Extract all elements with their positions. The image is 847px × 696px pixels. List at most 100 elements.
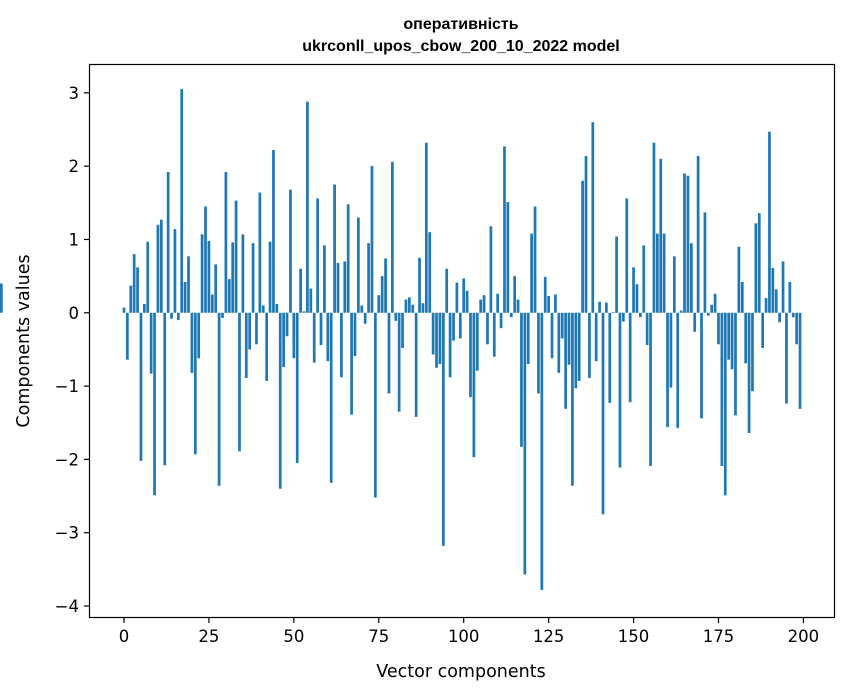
bar-42 [265, 312, 269, 381]
bar-138 [591, 122, 595, 313]
bar-145 [615, 236, 618, 313]
bar-134 [577, 312, 581, 381]
bar-4 [136, 267, 139, 313]
bar-177 [723, 312, 727, 496]
bar-122 [537, 312, 540, 394]
bar-127 [554, 294, 557, 313]
bar-119 [526, 312, 530, 365]
y-tick-label: −2 [55, 450, 79, 469]
bar-168 [693, 312, 697, 332]
bar-63 [336, 262, 340, 313]
bar-175 [717, 312, 720, 345]
bar-39 [255, 312, 258, 345]
bar-47 [282, 312, 285, 368]
bar-185 [751, 312, 754, 392]
bar-199 [798, 312, 802, 409]
bar-60 [326, 312, 330, 362]
bar-159 [662, 233, 666, 313]
bar-75 [377, 295, 381, 313]
bar-95 [445, 268, 449, 313]
bars-group [0, 89, 802, 590]
bar-183 [744, 312, 748, 364]
bar-46 [278, 312, 282, 489]
bar-28 [217, 312, 221, 486]
bar-131 [567, 312, 571, 365]
y-tick-label: −3 [55, 524, 79, 543]
y-axis-ticks: −4 −3 −2 −1 0 1 2 3 [55, 84, 90, 616]
bar-188 [761, 312, 765, 348]
bar-100 [462, 278, 466, 313]
x-axis-label: Vector components [376, 662, 545, 682]
bar-133 [574, 312, 578, 389]
bar-152 [639, 312, 642, 318]
bar-77 [384, 258, 387, 313]
bar-5 [139, 312, 143, 461]
bar-196 [788, 281, 792, 313]
bar-129 [560, 312, 564, 339]
bar-125 [547, 295, 550, 313]
bar-16 [176, 312, 180, 321]
bar-24 [204, 206, 207, 313]
bar-126 [550, 312, 554, 359]
bar-48 [285, 312, 289, 337]
chart-title-line2: ukrconll_upos_cbow_200_10_2022 model [302, 38, 619, 55]
bar-197 [791, 312, 795, 318]
bar-36 [244, 312, 248, 379]
bar-86 [414, 312, 418, 417]
bar-123 [540, 312, 544, 590]
bar-137 [588, 312, 591, 379]
bar-158 [659, 158, 663, 313]
bar-84 [407, 297, 411, 313]
x-tick-label: 50 [283, 627, 304, 646]
bar-103 [472, 312, 476, 458]
x-tick-label: 25 [198, 627, 219, 646]
bar-61 [329, 312, 333, 483]
bar-136 [584, 155, 588, 313]
bar-111 [499, 312, 503, 329]
bar-12 [163, 312, 167, 466]
bar-142 [605, 302, 608, 313]
bar-23 [200, 234, 204, 313]
bar-81 [397, 312, 401, 412]
bar-51 [295, 312, 299, 464]
bar-113 [506, 202, 510, 313]
bar-6 [143, 303, 146, 313]
bar-149 [628, 312, 632, 403]
x-tick-label: 75 [368, 627, 389, 646]
bar-79 [391, 161, 394, 313]
bar-1 [126, 312, 129, 360]
bar-69 [357, 217, 360, 313]
x-axis-ticks: 0 25 50 75 100 125 150 175 200 [119, 617, 819, 646]
bar-176 [720, 312, 724, 466]
bar-194 [781, 261, 785, 313]
bar-160 [666, 312, 669, 428]
bar-155 [649, 312, 652, 466]
bar-10 [156, 224, 160, 313]
bar-78 [387, 312, 391, 394]
bar-140 [598, 301, 601, 313]
bar-157 [655, 233, 659, 313]
bar-2 [129, 285, 133, 313]
bar-118 [523, 312, 527, 575]
bar-162 [672, 256, 676, 313]
bar-147 [622, 312, 625, 322]
bar-98 [455, 282, 459, 313]
bar-44 [272, 150, 275, 313]
bar-88 [421, 303, 425, 313]
x-tick-label: 200 [788, 627, 820, 646]
bar-45 [275, 303, 279, 313]
bar-31 [227, 279, 231, 313]
bar-11 [159, 219, 163, 313]
bar-107 [486, 312, 489, 345]
bar-143 [608, 312, 612, 403]
bar-74 [374, 312, 377, 498]
bar-190 [768, 131, 771, 313]
bar-37 [248, 312, 252, 350]
bar-92 [435, 312, 438, 368]
bar-undefined [0, 283, 3, 313]
x-tick-label: 100 [448, 627, 480, 646]
bar-121 [533, 206, 537, 313]
bar-64 [340, 312, 343, 378]
y-tick-label: 3 [69, 84, 80, 103]
bar-117 [520, 312, 523, 447]
